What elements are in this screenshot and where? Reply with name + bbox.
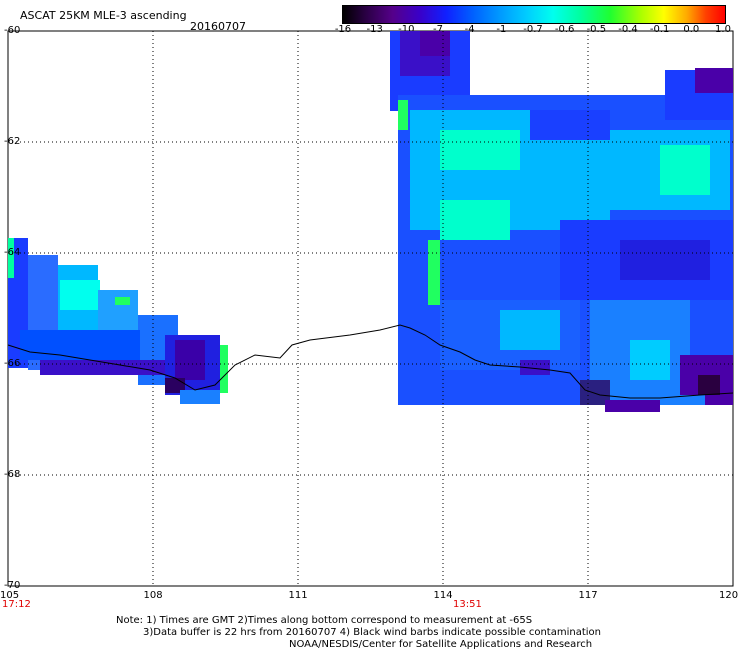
longitude-label: 108 bbox=[143, 590, 163, 601]
wind-data-swath-east bbox=[390, 31, 733, 412]
note-line-1: Note: 1) Times are GMT 2)Times along bot… bbox=[116, 615, 533, 626]
latitude-label: -68 bbox=[4, 469, 21, 480]
color-scale-label: -7 bbox=[433, 24, 443, 35]
longitude-label: 105 bbox=[0, 590, 20, 601]
color-scale-label: -16 bbox=[334, 24, 352, 35]
color-scale-label: 0.0 bbox=[683, 24, 700, 35]
wind-data-swath-west bbox=[8, 238, 228, 404]
note-line-3: NOAA/NESDIS/Center for Satellite Applica… bbox=[289, 639, 593, 650]
latitude-label: -66 bbox=[4, 358, 21, 369]
color-scale-label: -1 bbox=[496, 24, 507, 35]
time-label-mid: 13:51 bbox=[453, 599, 482, 610]
time-label-left: 17:12 bbox=[2, 599, 31, 610]
color-scale-label: -0.5 bbox=[586, 24, 607, 35]
map-title: ASCAT 25KM MLE-3 ascending bbox=[20, 9, 187, 22]
longitude-label: 111 bbox=[288, 590, 308, 601]
color-scale-label: -0.1 bbox=[649, 24, 670, 35]
longitude-label: 114 bbox=[433, 590, 453, 601]
map-date: 20160707 bbox=[190, 20, 246, 33]
antarctic-coastline bbox=[7, 324, 734, 399]
latitude-label: -64 bbox=[4, 247, 21, 258]
color-scale-label: -13 bbox=[366, 24, 383, 35]
color-scale-label: -0.7 bbox=[523, 24, 543, 35]
color-scale-label: -0.6 bbox=[554, 24, 575, 35]
color-scale-label: 1.0 bbox=[715, 24, 731, 35]
color-scale-label: -10 bbox=[398, 24, 415, 35]
longitude-label: 120 bbox=[719, 590, 739, 601]
lat-lon-grid bbox=[8, 31, 733, 586]
latitude-label: -60 bbox=[4, 25, 21, 36]
color-scale-bar bbox=[342, 5, 726, 24]
latitude-label: -62 bbox=[4, 136, 21, 147]
color-scale-label: -4 bbox=[464, 24, 475, 35]
longitude-label: 117 bbox=[578, 590, 598, 601]
color-scale-label: -0.4 bbox=[618, 24, 638, 35]
latitude-label: -70 bbox=[4, 580, 21, 591]
note-line-2: 3)Data buffer is 22 hrs from 20160707 4)… bbox=[143, 627, 601, 638]
